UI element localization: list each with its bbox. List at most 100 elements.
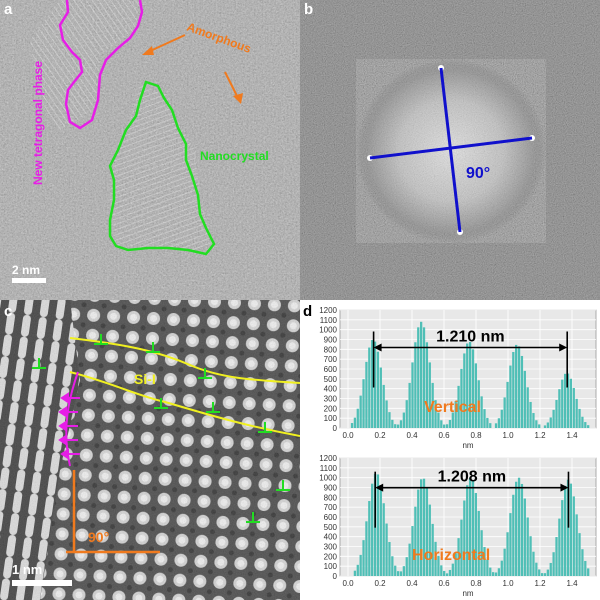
- histogram-bar: [540, 573, 544, 576]
- histogram-bar: [420, 321, 423, 428]
- histogram-bar: [463, 353, 466, 428]
- histogram-bar: [486, 559, 489, 576]
- histogram-bar: [425, 488, 429, 576]
- histogram-bar: [509, 365, 512, 428]
- histogram-bar: [526, 387, 529, 428]
- dislocation-markers: [32, 334, 290, 523]
- histogram-bar: [555, 400, 558, 428]
- amorphous-arrowhead-left: [142, 46, 154, 55]
- amorphous-arrowhead-right: [233, 93, 243, 104]
- histogram-bar: [477, 380, 480, 428]
- histogram-bar: [365, 361, 368, 428]
- histogram-bar: [454, 553, 457, 576]
- histogram-bar: [388, 412, 391, 428]
- y-tick-label: 500: [324, 375, 338, 384]
- y-tick-label: 200: [324, 552, 338, 561]
- histogram-bar: [543, 573, 547, 576]
- histogram-bar: [492, 572, 495, 576]
- histogram-bar: [402, 566, 405, 576]
- scale-bar-a-label: 2 nm: [12, 263, 40, 277]
- histogram-bar: [443, 570, 446, 576]
- histogram-bar: [564, 373, 567, 428]
- histogram-bar: [368, 501, 371, 576]
- histogram-bar: [422, 478, 426, 576]
- histogram-bar: [396, 571, 400, 576]
- y-tick-label: 500: [324, 523, 338, 532]
- histogram-bar: [506, 381, 509, 428]
- x-tick-label: 1.2: [534, 579, 546, 588]
- histogram-bar: [359, 554, 362, 576]
- x-tick-label: 0.0: [342, 431, 354, 440]
- histogram-bar: [555, 537, 558, 576]
- histogram-bar: [443, 424, 446, 428]
- histogram-bar: [431, 382, 434, 428]
- histogram-bar: [451, 412, 454, 428]
- histogram-bar: [391, 556, 394, 576]
- profile-direction-label: Vertical: [424, 399, 481, 416]
- x-tick-label: 1.4: [566, 579, 578, 588]
- histogram-bar: [362, 379, 365, 428]
- histogram-bar: [578, 408, 581, 428]
- histogram-bar: [489, 567, 492, 576]
- si-i-boundary-upper: [69, 337, 300, 384]
- histogram-bar: [394, 565, 397, 576]
- histogram-bar: [382, 503, 385, 576]
- histogram-bar: [376, 474, 380, 576]
- histogram-bar: [581, 549, 584, 576]
- tetragonal-phase-outline: [58, 0, 144, 130]
- y-tick-label: 700: [324, 355, 338, 364]
- y-tick-label: 0: [333, 572, 338, 581]
- histogram-bar: [483, 547, 486, 576]
- panel-c-label: c: [4, 303, 12, 320]
- histogram-bar: [546, 422, 549, 428]
- histogram-bar: [575, 514, 578, 576]
- x-tick-label: 0.6: [438, 431, 450, 440]
- histogram-bar: [448, 569, 452, 576]
- histogram-bar: [480, 396, 483, 428]
- histogram-bar: [515, 344, 518, 428]
- histogram-bar: [365, 521, 368, 576]
- histogram-bar: [376, 351, 380, 428]
- histogram-bar: [445, 424, 449, 428]
- histogram-bar: [394, 424, 397, 428]
- histogram-bar: [471, 480, 475, 576]
- histogram-bar: [373, 341, 377, 428]
- histogram-bar: [385, 400, 388, 428]
- histogram-bar: [440, 565, 443, 576]
- histogram-bar: [503, 548, 506, 576]
- histogram-bar: [483, 409, 486, 428]
- y-tick-label: 200: [324, 404, 338, 413]
- histogram-bar: [402, 412, 405, 428]
- measurement-label: 1.208 nm: [438, 469, 506, 486]
- histogram-bar: [500, 409, 503, 428]
- chart-horizontal-profile: 0100200300400500600700800900100011001200…: [319, 454, 597, 598]
- histogram-bar: [420, 479, 423, 576]
- histogram-bar: [405, 400, 408, 428]
- chart-vertical-profile: 0100200300400500600700800900100011001200…: [319, 306, 597, 450]
- histogram-bar: [486, 417, 489, 428]
- histogram-bar: [414, 506, 417, 576]
- panel-d: d 01002003004005006007008009001000110012…: [300, 300, 600, 600]
- histogram-bar: [538, 424, 541, 428]
- histogram-bar: [517, 477, 521, 576]
- histogram-bar: [572, 388, 575, 428]
- histogram-bar: [535, 562, 538, 576]
- y-tick-label: 300: [324, 395, 338, 404]
- x-tick-label: 1.0: [502, 431, 514, 440]
- histogram-bar: [587, 425, 590, 428]
- histogram-bar: [520, 483, 524, 576]
- histogram-bar: [440, 420, 443, 428]
- measurement-label: 1.210 nm: [436, 329, 504, 346]
- x-tick-label: 0.8: [470, 431, 482, 440]
- panel-a-label: a: [4, 1, 13, 18]
- histogram-bar: [581, 416, 584, 428]
- histogram-bar: [558, 518, 561, 576]
- histogram-bar: [451, 563, 454, 576]
- histogram-bar: [515, 481, 518, 576]
- histogram-bar: [460, 368, 463, 428]
- histogram-bar: [457, 538, 460, 576]
- histogram-bar: [566, 373, 570, 428]
- histogram-bar: [489, 423, 492, 428]
- histogram-bar: [434, 400, 437, 428]
